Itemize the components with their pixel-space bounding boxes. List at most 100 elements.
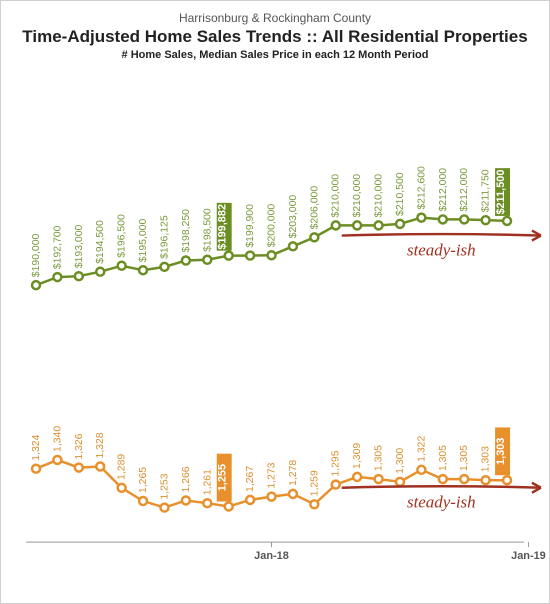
green-marker xyxy=(289,242,297,250)
orange-marker xyxy=(268,493,276,501)
green-marker xyxy=(417,214,425,222)
svg-text:$211,500: $211,500 xyxy=(495,170,507,215)
orange-marker xyxy=(310,500,318,508)
green-value-label: $198,250 xyxy=(181,209,192,253)
green-value-label: $193,000 xyxy=(74,224,85,268)
green-marker xyxy=(203,256,211,264)
green-value-label: $210,000 xyxy=(374,174,385,218)
green-callout: $211,500 xyxy=(495,168,510,216)
orange-marker xyxy=(182,496,190,504)
orange-marker xyxy=(203,499,211,507)
trend-annotation: steady-ish xyxy=(407,240,476,259)
orange-marker xyxy=(225,503,233,511)
orange-marker xyxy=(32,465,40,473)
orange-marker xyxy=(417,466,425,474)
green-value-label: $196,500 xyxy=(117,214,128,258)
green-value-label: $212,000 xyxy=(459,168,470,212)
green-value-label: $206,000 xyxy=(309,186,320,230)
orange-value-label: 1,273 xyxy=(267,462,278,488)
green-value-label: $203,000 xyxy=(288,195,299,239)
green-marker xyxy=(482,216,490,224)
trend-arrow xyxy=(342,486,541,487)
green-marker xyxy=(353,221,361,229)
green-value-label: $211,750 xyxy=(481,169,492,212)
green-value-label: $210,000 xyxy=(331,174,342,218)
orange-value-label: 1,326 xyxy=(74,433,85,459)
orange-value-label: 1,278 xyxy=(288,460,299,486)
plot-area: Jan-18Jan-19$190,000$192,700$193,000$194… xyxy=(26,81,524,563)
orange-value-label: 1,324 xyxy=(31,434,42,460)
green-value-label: $198,500 xyxy=(202,208,213,252)
green-marker xyxy=(139,266,147,274)
green-value-label: $210,500 xyxy=(395,172,406,216)
green-marker xyxy=(460,215,468,223)
svg-text:1,255: 1,255 xyxy=(217,464,229,491)
orange-marker xyxy=(353,473,361,481)
orange-value-label: 1,340 xyxy=(52,426,63,452)
orange-value-label: 1,322 xyxy=(416,436,427,462)
orange-callout: 1,303 xyxy=(495,427,510,475)
orange-marker xyxy=(289,490,297,498)
green-marker xyxy=(310,233,318,241)
orange-marker xyxy=(160,504,168,512)
orange-marker xyxy=(75,464,83,472)
subtitle: # Home Sales, Median Sales Price in each… xyxy=(1,49,549,61)
green-value-label: $199,900 xyxy=(245,204,256,248)
x-axis-label: Jan-18 xyxy=(254,550,289,562)
orange-marker xyxy=(503,476,511,484)
green-marker xyxy=(75,272,83,280)
orange-value-label: 1,305 xyxy=(374,445,385,471)
green-marker xyxy=(182,257,190,265)
orange-value-label: 1,267 xyxy=(245,466,256,492)
orange-value-label: 1,305 xyxy=(438,445,449,471)
chart-container: Harrisonburg & Rockingham County Time-Ad… xyxy=(0,0,550,604)
green-value-label: $192,700 xyxy=(52,225,63,269)
green-marker xyxy=(268,251,276,259)
orange-marker xyxy=(53,456,61,464)
green-value-label: $190,000 xyxy=(31,233,42,277)
region-label: Harrisonburg & Rockingham County xyxy=(1,11,549,25)
orange-value-label: 1,259 xyxy=(309,470,320,496)
green-marker xyxy=(246,252,254,260)
orange-marker xyxy=(139,497,147,505)
orange-value-label: 1,309 xyxy=(352,443,363,469)
green-marker xyxy=(53,273,61,281)
orange-value-label: 1,289 xyxy=(117,454,128,480)
orange-value-label: 1,295 xyxy=(331,450,342,476)
green-marker xyxy=(32,281,40,289)
green-marker xyxy=(375,221,383,229)
orange-marker xyxy=(332,481,340,489)
orange-value-label: 1,265 xyxy=(138,467,149,493)
green-marker xyxy=(439,215,447,223)
x-axis-label: Jan-19 xyxy=(511,550,546,562)
green-value-label: $212,600 xyxy=(416,166,427,210)
trend-annotation: steady-ish xyxy=(407,493,476,512)
green-marker xyxy=(225,252,233,260)
chart-svg: Jan-18Jan-19$190,000$192,700$193,000$194… xyxy=(26,81,524,563)
orange-value-label: 1,303 xyxy=(481,446,492,472)
green-value-label: $210,000 xyxy=(352,174,363,218)
green-marker xyxy=(118,262,126,270)
svg-text:1,303: 1,303 xyxy=(495,438,507,465)
green-marker xyxy=(96,268,104,276)
main-title: Time-Adjusted Home Sales Trends :: All R… xyxy=(1,27,549,47)
orange-value-label: 1,328 xyxy=(95,432,106,458)
orange-value-label: 1,266 xyxy=(181,466,192,492)
green-marker xyxy=(332,221,340,229)
orange-marker xyxy=(439,475,447,483)
orange-marker xyxy=(118,484,126,492)
green-callout: $199,882 xyxy=(217,203,232,251)
orange-value-label: 1,253 xyxy=(159,473,170,499)
trend-arrow xyxy=(342,234,541,235)
green-value-label: $194,500 xyxy=(95,220,106,264)
orange-marker xyxy=(482,476,490,484)
orange-value-label: 1,300 xyxy=(395,448,406,474)
green-marker xyxy=(160,263,168,271)
green-value-label: $200,000 xyxy=(267,204,278,248)
green-marker xyxy=(503,217,511,225)
green-marker xyxy=(396,220,404,228)
orange-marker xyxy=(460,475,468,483)
orange-marker xyxy=(375,475,383,483)
orange-marker xyxy=(246,496,254,504)
orange-marker xyxy=(96,463,104,471)
